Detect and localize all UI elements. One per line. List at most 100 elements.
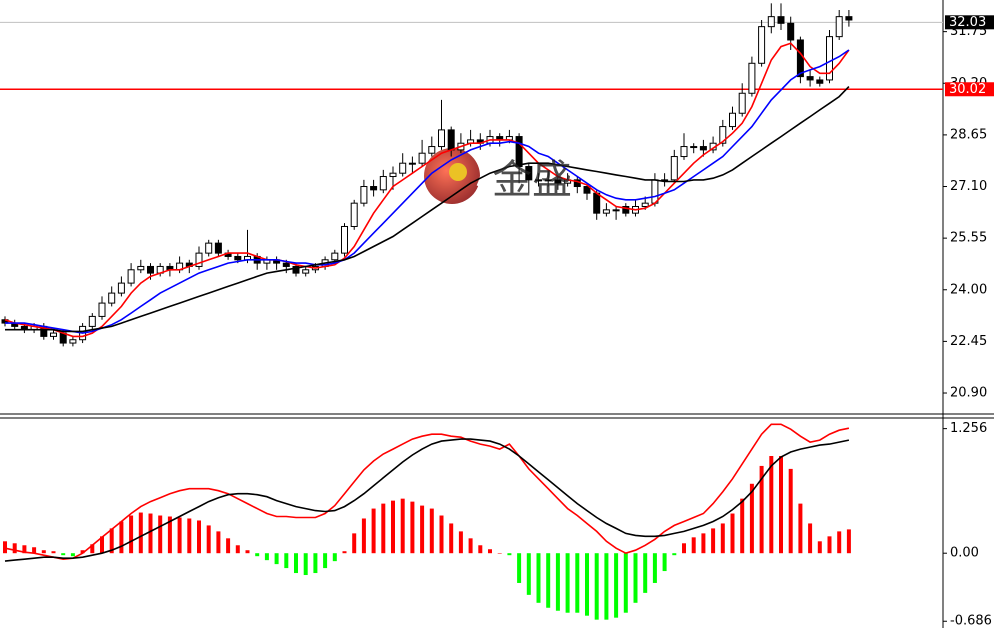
histogram-bar <box>361 518 366 554</box>
histogram-bar <box>90 544 95 554</box>
histogram-bar <box>759 465 764 554</box>
histogram-bar <box>458 531 463 554</box>
histogram-bar <box>323 553 328 569</box>
histogram-bar <box>488 549 492 554</box>
histogram-bar <box>274 553 279 565</box>
candle-body <box>583 186 591 194</box>
histogram-bar <box>410 501 415 554</box>
histogram-bar <box>100 536 104 554</box>
candle-body <box>360 186 368 204</box>
histogram-bar <box>449 523 454 554</box>
histogram-bar <box>313 553 318 574</box>
histogram-bar <box>22 545 27 554</box>
candle-body <box>88 315 96 327</box>
watermark-text: 金盛 <box>492 157 572 203</box>
histogram-bar <box>711 528 716 554</box>
histogram-bar <box>769 456 774 554</box>
histogram-bar <box>51 551 56 554</box>
histogram-bar <box>381 503 386 554</box>
candle-body <box>69 339 77 344</box>
candle-body <box>835 16 843 38</box>
y-tick-label: 24.00 <box>950 282 987 297</box>
candle-body <box>719 126 727 144</box>
line-series <box>4 423 850 561</box>
histogram-bar <box>808 523 813 554</box>
histogram-bar <box>749 483 754 554</box>
candle-body <box>108 292 116 304</box>
histogram-bar <box>61 553 66 556</box>
candle-body <box>612 209 620 212</box>
candle-body <box>515 136 523 168</box>
candle-body <box>205 242 213 254</box>
histogram-bar <box>788 468 793 554</box>
candle-body <box>234 255 242 261</box>
line-series <box>5 86 850 333</box>
price-label: 32.03 <box>949 15 986 30</box>
candle-body <box>127 269 135 284</box>
histogram-bar <box>429 508 434 554</box>
candle-body <box>370 186 378 191</box>
histogram-bar <box>730 513 735 554</box>
candle-body <box>602 209 610 214</box>
histogram-bar <box>303 553 308 576</box>
histogram-bar <box>536 553 541 603</box>
histogram-bar <box>575 553 580 613</box>
histogram-bar <box>148 513 153 554</box>
histogram-bar <box>798 503 803 554</box>
histogram-bar <box>255 553 260 557</box>
histogram-bar <box>478 545 483 554</box>
histogram-bar <box>371 508 376 554</box>
histogram-bar <box>12 543 17 554</box>
histogram-bar <box>526 553 531 595</box>
histogram-bar <box>119 521 124 554</box>
histogram-bar <box>206 525 211 554</box>
candle-body <box>796 39 804 78</box>
histogram-bar <box>565 553 570 613</box>
candle-body <box>826 36 833 81</box>
candle-body <box>282 262 290 267</box>
histogram-bar <box>546 553 551 608</box>
histogram-bar <box>187 518 192 554</box>
histogram-bar <box>701 533 706 554</box>
histogram-bar <box>827 536 832 554</box>
candle-body <box>670 156 678 181</box>
candle-body <box>195 252 203 267</box>
candle-body <box>748 62 756 94</box>
price-label: 30.02 <box>949 82 986 97</box>
candle-body <box>622 206 630 214</box>
candle-body <box>777 16 785 24</box>
candle-body <box>593 192 601 214</box>
histogram-bar <box>720 523 725 554</box>
candle-body <box>50 332 57 337</box>
histogram-bar <box>652 553 657 583</box>
histogram-bar <box>420 505 425 554</box>
histogram-bar <box>235 545 240 554</box>
histogram-bar <box>623 553 628 613</box>
histogram-bar <box>177 517 182 554</box>
y-tick-label: 1.256 <box>950 421 987 436</box>
candle-body <box>525 166 533 181</box>
candle-body <box>729 112 736 128</box>
watermark-logo <box>424 148 484 204</box>
y-tick-label: 0.00 <box>950 546 979 561</box>
histogram-bar <box>468 538 473 554</box>
candle-body <box>428 146 436 154</box>
histogram-bar <box>594 553 599 620</box>
histogram-bar <box>633 553 638 603</box>
histogram-bar <box>264 553 269 561</box>
histogram-bar <box>662 553 667 572</box>
histogram-bar <box>837 531 842 554</box>
line-series <box>5 49 850 334</box>
histogram-bar <box>846 529 851 554</box>
candle-body <box>544 179 552 182</box>
histogram-bar <box>129 515 134 554</box>
candle-body <box>690 146 698 149</box>
candle-body <box>98 302 106 317</box>
candle-body <box>554 179 562 184</box>
candle-body <box>641 202 649 208</box>
line-series <box>4 42 850 338</box>
candle-body <box>438 129 445 148</box>
candle-body <box>137 265 145 271</box>
histogram-bar <box>80 550 85 554</box>
